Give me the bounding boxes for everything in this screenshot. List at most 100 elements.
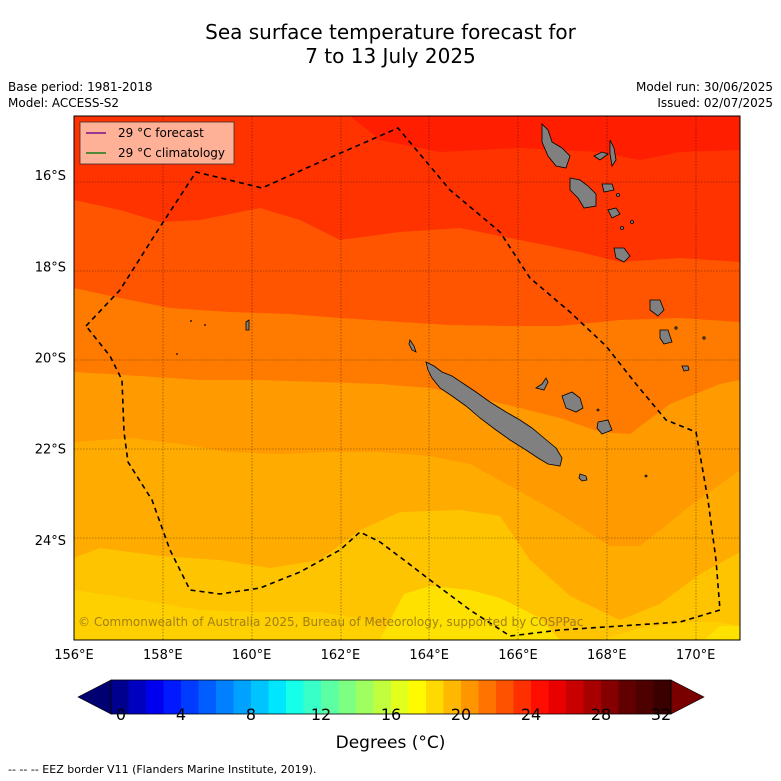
lon-tick-label: 158°E xyxy=(143,648,183,663)
reef-dot-3 xyxy=(176,353,178,355)
colorbar-segment xyxy=(181,680,199,714)
lon-tick-label: 164°E xyxy=(409,648,449,663)
longitude-tick-labels: 156°E 158°E 160°E 162°E 164°E 166°E 168°E 170°E xyxy=(54,648,715,663)
colorbar-segment xyxy=(496,680,514,714)
mare xyxy=(596,419,613,435)
lat-tick-label: 16°S xyxy=(35,169,66,184)
epi xyxy=(607,207,621,219)
sst-band-22 xyxy=(380,586,560,640)
new-caledonia xyxy=(425,361,563,467)
colorbar-tick-label: 0 xyxy=(116,705,126,724)
colorbar-segment xyxy=(408,680,427,714)
colorbar-tick-label: 28 xyxy=(591,705,611,724)
colorbar-segment xyxy=(566,680,584,714)
legend-background xyxy=(79,121,235,165)
colorbar-segment xyxy=(583,680,602,714)
colorbar-segment xyxy=(111,680,129,714)
colorbar-segment xyxy=(461,680,479,714)
colorbar-tick-label: 8 xyxy=(246,705,256,724)
lat-tick-label: 18°S xyxy=(35,260,66,275)
islet-emae xyxy=(630,220,634,224)
ambrym xyxy=(601,183,615,193)
latitude-tick-labels: 16°S 18°S 20°S 22°S 24°S xyxy=(35,169,66,549)
colorbar-segment xyxy=(198,680,217,714)
colorbar-segment xyxy=(146,680,164,714)
colorbar-segment xyxy=(356,680,374,714)
colorbar-tick-label: 16 xyxy=(381,705,401,724)
islet-tiga xyxy=(596,408,600,412)
colorbar-tick-label: 12 xyxy=(311,705,331,724)
copyright-text: © Commonwealth of Australia 2025, Bureau… xyxy=(78,615,583,629)
colorbar-segment xyxy=(636,680,654,714)
malekula xyxy=(569,177,597,209)
pentecost xyxy=(609,139,617,168)
erromango xyxy=(649,299,665,317)
lon-tick-label: 170°E xyxy=(676,648,716,663)
colorbar xyxy=(77,679,705,715)
colorbar-segment xyxy=(268,680,287,714)
islet-aniwa xyxy=(702,336,706,340)
reef-dot-1 xyxy=(190,320,192,322)
legend-climatology-label: 29 °C climatology xyxy=(118,146,225,160)
espiritu-santo xyxy=(541,123,571,169)
colorbar-frame xyxy=(110,679,672,715)
lifou xyxy=(561,391,584,413)
colorbar-segment xyxy=(531,680,549,714)
colorbar-segment xyxy=(251,680,269,714)
map-title-line1: Sea surface temperature forecast for xyxy=(205,20,576,44)
base-period-text: Base period: 1981-2018 xyxy=(8,80,153,94)
tanna xyxy=(659,329,673,345)
colorbar-over-arrow xyxy=(670,679,705,715)
reef-dots xyxy=(176,320,206,355)
colorbar-segment xyxy=(338,680,357,714)
lat-tick-label: 20°S xyxy=(35,351,66,366)
lon-tick-label: 166°E xyxy=(498,648,538,663)
colorbar-segment xyxy=(618,680,637,714)
colorbar-segment xyxy=(286,680,304,714)
sst-band-22-se xyxy=(704,626,740,640)
colorbar-segment xyxy=(653,680,672,714)
colorbar-tick-label: 4 xyxy=(176,705,186,724)
lon-tick-label: 160°E xyxy=(232,648,272,663)
legend-box: 29 °C forecast 29 °C climatology xyxy=(79,121,235,165)
islet-walpole xyxy=(644,474,648,478)
islet-tongoa xyxy=(620,226,624,230)
ambae xyxy=(593,151,609,161)
colorbar-tick-labels: 0 4 8 12 16 20 24 28 32 xyxy=(116,705,671,724)
colorbar-segment xyxy=(513,680,532,714)
colorbar-segment xyxy=(128,680,147,714)
sst-band-23-se xyxy=(600,622,740,640)
isle-of-pines xyxy=(578,473,588,482)
colorbar-segment xyxy=(321,680,339,714)
map-title-line2: 7 to 13 July 2025 xyxy=(305,44,476,68)
small-island-a xyxy=(245,319,250,331)
aneityum xyxy=(681,365,690,372)
model-run-text: Model run: 30/06/2025 xyxy=(635,80,773,94)
colorbar-segment xyxy=(233,680,252,714)
colorbar-segment xyxy=(163,680,182,714)
sst-band-24 xyxy=(74,510,740,640)
belep-islands xyxy=(408,339,417,353)
islet-shepherd xyxy=(616,193,620,197)
colorbar-segment xyxy=(443,680,462,714)
issued-text: Issued: 02/07/2025 xyxy=(657,96,773,110)
colorbar-tick-label: 32 xyxy=(651,705,671,724)
colorbar-segment xyxy=(548,680,567,714)
lat-tick-label: 24°S xyxy=(35,534,66,549)
graticule xyxy=(74,116,740,640)
colorbar-segment xyxy=(601,680,619,714)
colorbar-segment xyxy=(391,680,409,714)
colorbar-segment xyxy=(303,680,322,714)
colorbar-segment xyxy=(426,680,444,714)
islet-futuna xyxy=(674,326,678,330)
colorbar-under-arrow xyxy=(77,679,112,715)
colorbar-tick-label: 20 xyxy=(451,705,471,724)
reef-dot-2 xyxy=(204,324,206,326)
sst-band-23 xyxy=(74,590,400,640)
eez-border xyxy=(84,127,721,637)
colorbar-tick-label: 24 xyxy=(521,705,541,724)
legend-forecast-label: 29 °C forecast xyxy=(118,126,204,140)
land xyxy=(245,123,706,482)
model-text: Model: ACCESS-S2 xyxy=(8,96,120,110)
